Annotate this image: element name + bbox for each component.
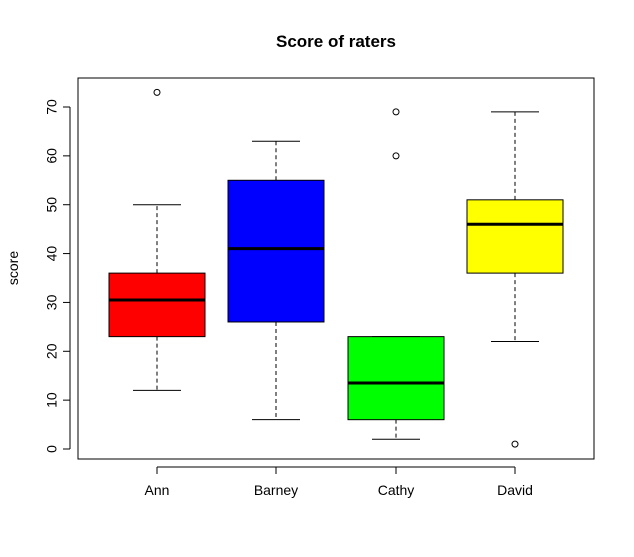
x-tick-label: Barney [254, 482, 298, 498]
box-barney [227, 140, 325, 421]
x-tick-label: Cathy [378, 482, 415, 498]
plot-frame [77, 77, 595, 460]
iqr-box [466, 199, 564, 274]
y-tick-label: 50 [44, 197, 60, 213]
outlier-point [511, 440, 519, 448]
y-axis-label: score [5, 251, 21, 285]
x-axis: Ann Barney Cathy David [145, 466, 533, 498]
box-david [466, 111, 564, 448]
y-tick-label: 40 [44, 246, 60, 262]
y-tick-label: 0 [44, 445, 60, 453]
y-tick-label: 30 [44, 294, 60, 310]
y-tick-label: 10 [44, 392, 60, 408]
outlier-point [392, 108, 400, 116]
outlier-point [153, 88, 161, 96]
iqr-box [227, 179, 325, 323]
y-tick-label: 60 [44, 148, 60, 164]
outlier-point [392, 152, 400, 160]
boxes-group [108, 88, 564, 448]
iqr-box [108, 272, 206, 338]
iqr-box [347, 336, 445, 421]
x-tick-label: Ann [145, 482, 170, 498]
y-axis: 0 10 20 30 40 50 60 70 [44, 99, 71, 453]
y-tick-label: 20 [44, 343, 60, 359]
box-ann [108, 88, 206, 391]
x-tick-label: David [497, 482, 533, 498]
chart-title: Score of raters [276, 32, 396, 51]
box-cathy [347, 108, 445, 440]
y-tick-label: 70 [44, 99, 60, 115]
